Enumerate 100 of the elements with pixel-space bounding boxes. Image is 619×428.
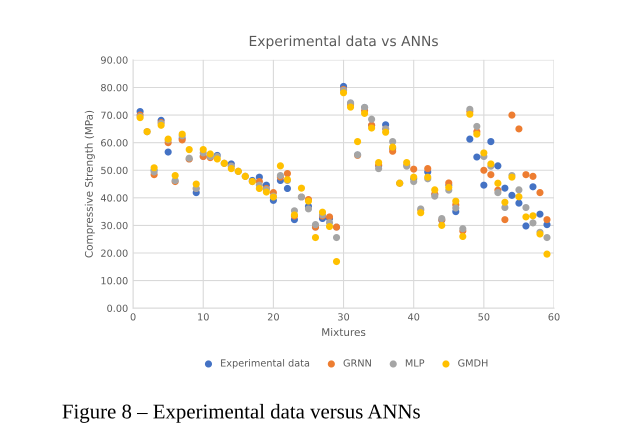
y-tick-label: 0.00 (107, 304, 128, 312)
point (375, 158, 382, 166)
chart-title: Experimental data vs ANNs (250, 35, 438, 49)
point (186, 146, 193, 154)
point (304, 205, 312, 212)
point (494, 189, 502, 196)
point (529, 183, 536, 190)
y-tick-label: 90.00 (101, 56, 128, 64)
point (529, 172, 536, 180)
point (480, 182, 488, 189)
point (501, 184, 508, 192)
point (382, 128, 390, 136)
point (543, 250, 551, 258)
point (515, 125, 522, 132)
point (466, 136, 474, 143)
x-tick-label: 30 (338, 313, 350, 321)
point (424, 165, 432, 172)
y-tick-label: 60.00 (101, 139, 128, 146)
point (459, 232, 466, 240)
point (318, 208, 326, 216)
point (515, 200, 522, 207)
point (529, 219, 536, 226)
point (487, 138, 494, 146)
point (473, 153, 480, 161)
y-tick-label: 50.00 (101, 166, 128, 174)
point (262, 188, 270, 196)
point (368, 116, 376, 123)
point (452, 198, 460, 205)
legend-label: GRNN (344, 359, 371, 367)
point (332, 234, 340, 242)
point (312, 234, 320, 242)
caption: Figure 8 – Experimental data versus ANNs (62, 404, 420, 423)
point (276, 162, 284, 170)
y-tick-label: 40.00 (100, 194, 128, 202)
legend-label: MLP (406, 359, 424, 366)
point (284, 170, 291, 178)
point (172, 172, 179, 180)
point (473, 130, 480, 138)
point (522, 213, 530, 220)
y-tick-label: 80.00 (101, 84, 128, 92)
point (508, 192, 516, 199)
y-axis-title: Compressive Strength (MPa) (84, 110, 95, 258)
y-tick-label: 30.00 (101, 222, 128, 230)
point (312, 221, 320, 228)
point (522, 204, 530, 212)
point (487, 171, 494, 178)
point (340, 89, 348, 96)
point (480, 149, 488, 156)
point (494, 180, 502, 187)
x-tick-label: 20 (268, 313, 279, 321)
point (228, 165, 235, 172)
point (536, 210, 544, 218)
point (431, 186, 438, 194)
legend-label: Experimental data (221, 359, 310, 369)
point (515, 193, 522, 200)
point (522, 171, 530, 178)
point (438, 222, 446, 229)
point (515, 186, 522, 194)
point (543, 234, 551, 242)
point (466, 110, 474, 118)
point (494, 162, 502, 170)
point (522, 222, 530, 230)
point (508, 112, 516, 119)
x-tick-label: 10 (198, 313, 209, 321)
point (200, 146, 207, 154)
point (536, 189, 544, 196)
x-tick-label: 60 (548, 313, 560, 321)
legend-label: GMDH (458, 359, 488, 367)
x-tick-label: 50 (478, 313, 490, 321)
point (150, 164, 158, 172)
point (543, 216, 551, 224)
y-tick-label: 70.00 (101, 112, 128, 119)
point (473, 122, 480, 130)
point (375, 165, 382, 172)
point (256, 184, 263, 192)
y-tick-label: 10.00 (101, 277, 128, 284)
x-axis-title: Mixtures (322, 328, 366, 336)
point (410, 166, 418, 173)
x-tick-label: 40 (408, 313, 420, 321)
point (206, 150, 214, 158)
y-tick-label: 20.00 (101, 249, 128, 257)
point (326, 222, 334, 230)
point (487, 160, 494, 168)
point (480, 166, 488, 174)
point (368, 124, 376, 132)
point (164, 148, 172, 156)
point (452, 204, 460, 212)
point (529, 212, 536, 220)
point (347, 104, 354, 111)
point (501, 198, 508, 206)
point (192, 180, 200, 188)
point (417, 209, 424, 216)
x-tick-label: 0 (130, 313, 136, 321)
point (354, 138, 362, 146)
point (214, 155, 221, 162)
point (332, 258, 340, 266)
point (501, 216, 508, 224)
point (361, 110, 368, 117)
point (403, 158, 410, 166)
point (284, 184, 291, 192)
